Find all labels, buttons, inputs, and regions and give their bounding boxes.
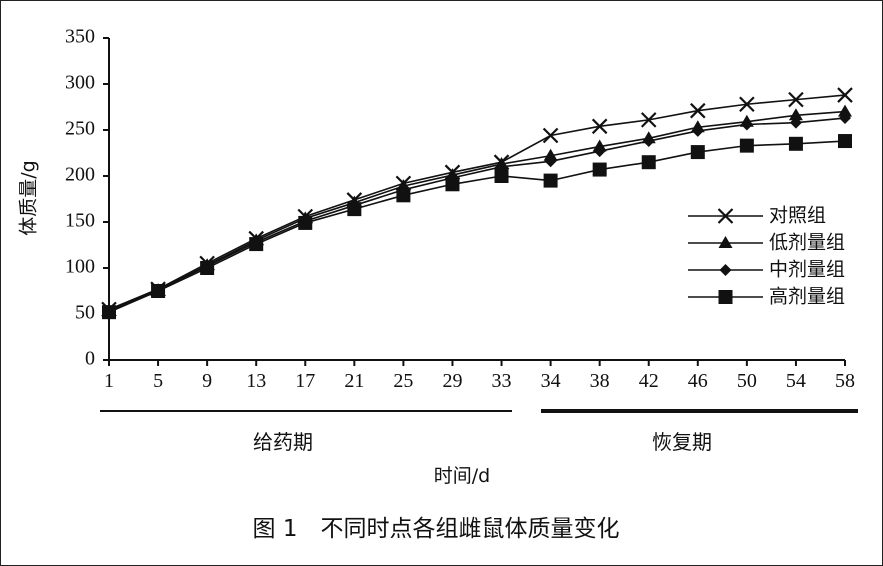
data-point-stroke	[591, 118, 608, 135]
data-point	[543, 173, 558, 188]
phase-label-dosing: 给药期	[253, 430, 313, 454]
legend-item: 高剂量组	[688, 286, 845, 308]
x-tick-label: 5	[153, 370, 163, 392]
data-point	[151, 284, 166, 298]
x-tick-label: 13	[246, 370, 266, 392]
figure-caption: 图 1 不同时点各组雌鼠体质量变化	[253, 516, 620, 542]
legend-label: 对照组	[769, 205, 826, 227]
chart-axes: 0 50 100 150 200 250 300 350 1 5 9 13 17 21 25 29 33 34 38…	[65, 26, 858, 413]
data-point-stroke	[542, 127, 559, 144]
y-axis-label: 体质量/g	[18, 160, 40, 235]
series-layer	[101, 87, 853, 320]
x-tick-label: 42	[639, 370, 659, 392]
data-point-stroke	[739, 96, 755, 113]
legend-item: 中剂量组	[688, 259, 845, 281]
data-point	[690, 145, 705, 160]
legend-marker	[717, 208, 734, 224]
x-tick-label: 1	[104, 370, 114, 392]
x-axis-label: 时间/d	[434, 465, 490, 487]
data-point	[544, 155, 557, 168]
series-line	[108, 140, 846, 313]
legend-marker	[718, 236, 733, 248]
y-tick-label: 250	[65, 118, 95, 140]
data-point	[788, 136, 803, 151]
y-tick-label: 150	[65, 210, 95, 232]
x-tick-label: 9	[202, 370, 212, 392]
data-point	[641, 155, 656, 170]
x-tick-label: 50	[737, 370, 757, 392]
data-point	[200, 261, 215, 275]
y-tick-label: 50	[75, 302, 95, 324]
data-point	[543, 148, 558, 161]
x-tick-label: 33	[492, 370, 512, 392]
x-tick-label: 29	[442, 370, 462, 392]
y-tick-label: 200	[65, 164, 95, 186]
y-tick-label: 0	[85, 348, 95, 370]
data-point	[593, 145, 606, 158]
x-tick-label: 34	[541, 370, 561, 392]
data-point	[640, 112, 657, 128]
series-line	[108, 94, 846, 311]
data-point-stroke	[788, 91, 804, 108]
legend-label: 中剂量组	[769, 259, 845, 281]
y-tick-label: 100	[65, 256, 95, 278]
data-point	[690, 102, 706, 119]
data-point	[739, 138, 754, 153]
data-point	[788, 91, 804, 108]
y-tick-label: 350	[65, 26, 95, 48]
data-point-stroke	[690, 102, 706, 119]
legend-marker-stroke	[717, 208, 734, 224]
legend-label: 高剂量组	[769, 286, 845, 308]
data-point	[592, 162, 607, 177]
data-point	[691, 124, 704, 137]
x-tick-label: 46	[688, 370, 708, 392]
x-tick-label: 54	[786, 370, 806, 392]
legend-marker	[719, 264, 732, 276]
y-tick-label: 300	[65, 72, 95, 94]
data-point	[838, 134, 852, 149]
legend-marker	[718, 290, 733, 304]
x-tick-label: 58	[835, 370, 855, 392]
data-point	[445, 177, 460, 192]
series-diamond	[103, 112, 851, 318]
legend-item: 低剂量组	[688, 232, 845, 254]
data-point	[396, 188, 411, 203]
data-point	[838, 104, 852, 117]
series-line	[108, 110, 846, 312]
data-point	[739, 96, 755, 113]
data-point	[298, 215, 313, 230]
series-line	[108, 117, 846, 312]
x-tick-label: 17	[295, 370, 315, 392]
series-square	[102, 134, 852, 320]
legend-item: 对照组	[688, 205, 826, 227]
data-point	[788, 108, 803, 121]
data-point	[347, 202, 362, 217]
data-point	[839, 112, 851, 125]
data-point	[494, 169, 509, 183]
data-point-stroke	[837, 87, 853, 103]
x-tick-label: 25	[393, 370, 413, 392]
data-point	[102, 305, 116, 320]
data-point	[642, 135, 655, 148]
data-point	[249, 237, 264, 252]
x-tick-label: 21	[344, 370, 364, 392]
data-point	[789, 116, 802, 129]
series-triangle	[102, 104, 852, 316]
data-point	[591, 118, 608, 135]
data-point	[740, 118, 753, 131]
data-point	[837, 87, 853, 103]
legend-label: 低剂量组	[769, 232, 845, 254]
phase-label-recovery: 恢复期	[652, 430, 712, 454]
data-point	[542, 127, 559, 144]
data-point-stroke	[640, 112, 657, 128]
x-tick-label: 38	[590, 370, 610, 392]
